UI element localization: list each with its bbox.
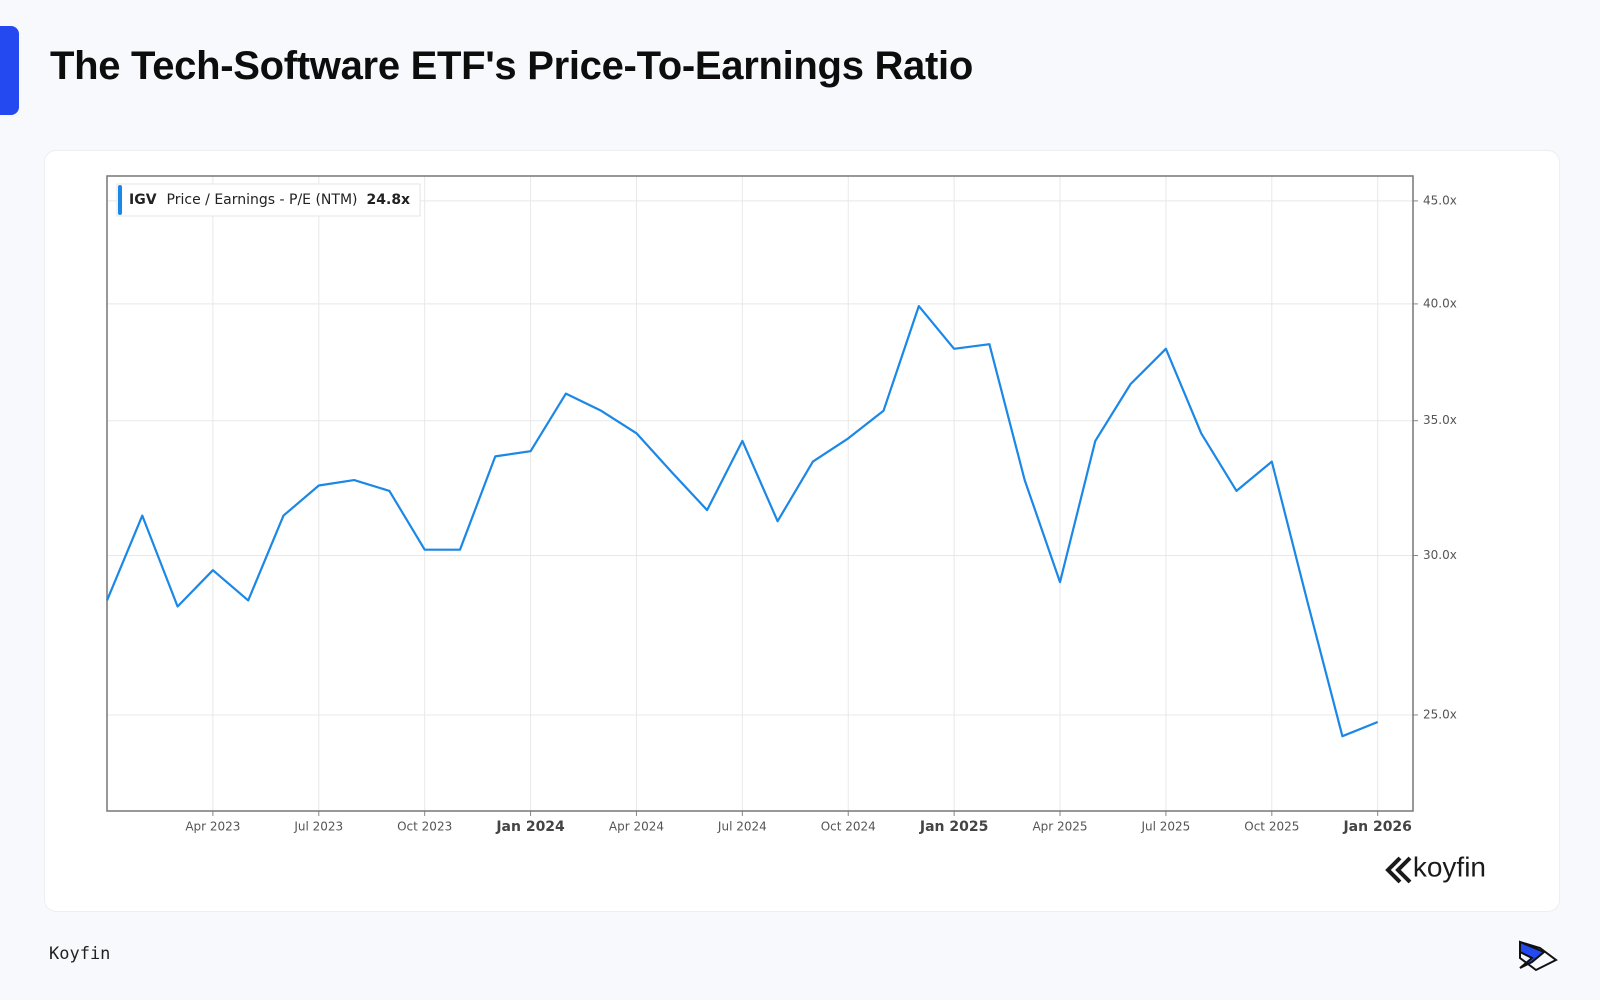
- chart-card: [44, 150, 1560, 912]
- corner-icon: [1519, 940, 1558, 972]
- x-tick-label: Jul 2024: [717, 820, 767, 834]
- x-tick-label: Jan 2025: [919, 819, 988, 835]
- x-tick-label: Jul 2023: [293, 820, 343, 834]
- y-tick-label: 45.0x: [1423, 193, 1457, 207]
- y-tick-label: 30.0x: [1423, 548, 1457, 562]
- x-tick-label: Jan 2026: [1342, 819, 1411, 835]
- watermark: koyfin: [1413, 851, 1486, 882]
- x-tick-label: Oct 2025: [1244, 820, 1299, 834]
- plot-frame: [106, 175, 1414, 812]
- x-tick-label: Apr 2025: [1032, 820, 1087, 834]
- legend-value: 24.8x: [367, 192, 411, 208]
- legend-swatch: [118, 185, 122, 215]
- legend-metric: Price / Earnings - P/E (NTM): [167, 192, 358, 208]
- legend-box: [116, 183, 421, 217]
- x-tick-label: Apr 2023: [185, 820, 240, 834]
- y-tick-label: 25.0x: [1423, 707, 1457, 721]
- x-tick-label: Jul 2025: [1140, 820, 1190, 834]
- footer-text: Koyfin: [49, 944, 111, 964]
- y-tick-label: 40.0x: [1423, 296, 1457, 310]
- x-tick-label: Oct 2024: [821, 820, 876, 834]
- legend-ticker: IGV: [129, 192, 157, 208]
- x-tick-label: Jan 2024: [495, 819, 565, 835]
- data-line: [105, 305, 1379, 738]
- watermark-icon: [1385, 856, 1412, 884]
- page-title: The Tech-Software ETF's Price-To-Earning…: [50, 44, 973, 88]
- y-tick-label: 35.0x: [1423, 413, 1457, 427]
- accent-tab: [0, 26, 19, 115]
- x-tick-label: Apr 2024: [609, 820, 664, 834]
- x-tick-label: Oct 2023: [397, 820, 452, 834]
